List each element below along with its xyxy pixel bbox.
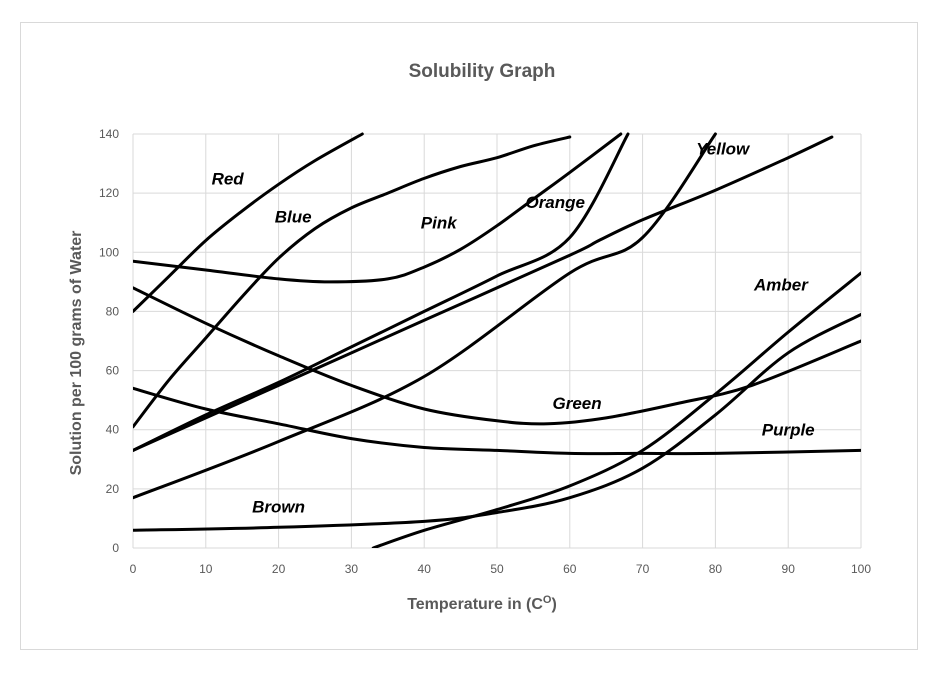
series-labels: Red Blue Pink Orange Yellow Green Purple Brown A… — [212, 140, 815, 517]
gridlines — [132, 133, 862, 549]
y-tick-label: 60 — [106, 364, 120, 378]
chart-title: Solubility Graph — [409, 61, 556, 82]
series-label-green: Green — [553, 394, 602, 413]
series-line-orange — [133, 132, 630, 452]
x-tick-label: 40 — [418, 562, 432, 576]
x-axis-title: Temperature in (CO) — [407, 594, 557, 613]
solubility-chart: 0 20 40 60 80 100 120 140 0 10 20 30 40 50 60 70 80 90 100… — [68, 61, 871, 613]
series-label-blue: Blue — [275, 208, 312, 227]
series-label-red: Red — [212, 169, 245, 188]
x-tick-label: 50 — [490, 562, 504, 576]
series-label-yellow: Yellow — [696, 140, 751, 159]
x-tick-label: 30 — [345, 562, 359, 576]
x-tick-label: 100 — [851, 562, 871, 576]
y-tick-label: 140 — [99, 127, 119, 141]
series-line-amber-low — [371, 271, 861, 548]
series-label-brown: Brown — [252, 498, 305, 517]
series-label-orange: Orange — [525, 193, 585, 212]
x-axis-title-suffix: ) — [551, 596, 556, 613]
y-tick-label: 40 — [106, 423, 120, 437]
x-tick-label: 80 — [709, 562, 723, 576]
y-tick-label: 80 — [106, 304, 120, 318]
series-label-amber: Amber — [753, 276, 809, 295]
y-axis-title: Solution per 100 grams of Water — [68, 231, 85, 476]
y-tick-label: 20 — [106, 482, 120, 496]
x-tick-label: 70 — [636, 562, 650, 576]
tick-labels: 0 20 40 60 80 100 120 140 0 10 20 30 40 50 60 70 80 90 100 — [99, 127, 871, 576]
series-line-pink — [133, 132, 623, 284]
x-axis-title-main: Temperature in (C — [407, 596, 543, 613]
x-tick-label: 20 — [272, 562, 286, 576]
y-tick-label: 100 — [99, 245, 119, 259]
series-line-purple — [133, 386, 861, 456]
series-label-purple: Purple — [762, 421, 815, 440]
y-tick-label: 120 — [99, 186, 119, 200]
x-axis-title-superscript: O — [543, 594, 552, 606]
series-label-pink: Pink — [421, 214, 458, 233]
x-tick-label: 10 — [199, 562, 213, 576]
series-line-blue — [133, 135, 572, 429]
y-tick-label: 0 — [112, 541, 119, 555]
x-tick-label: 60 — [563, 562, 577, 576]
series-line-yellow — [133, 135, 834, 452]
chart-frame: 0 20 40 60 80 100 120 140 0 10 20 30 40 50 60 70 80 90 100… — [20, 22, 918, 650]
series-line-brown — [133, 312, 861, 532]
x-tick-label: 0 — [130, 562, 137, 576]
series-line-amber — [133, 132, 717, 500]
series-line-red — [133, 132, 364, 313]
series-lines — [133, 132, 861, 548]
x-tick-label: 90 — [782, 562, 796, 576]
